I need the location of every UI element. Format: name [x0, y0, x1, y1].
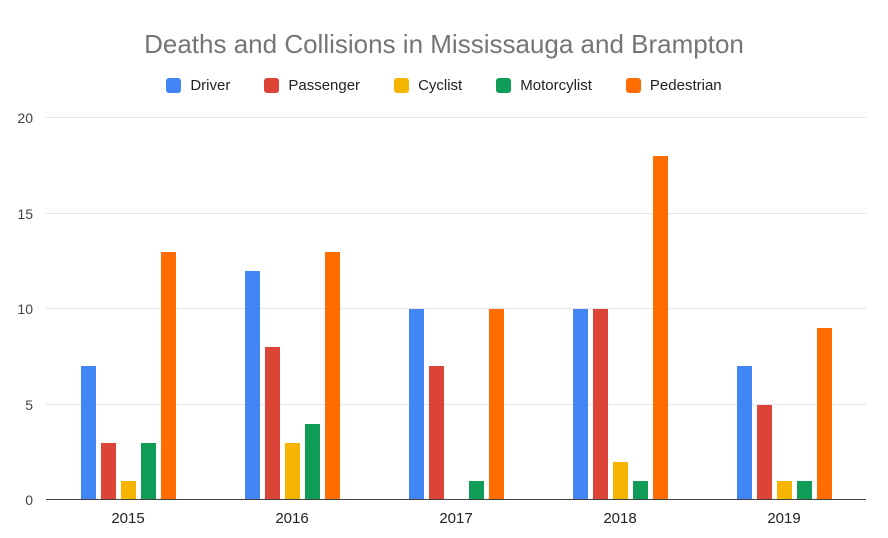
bar-passenger-2015[interactable] — [100, 442, 116, 500]
legend-swatch-icon — [394, 77, 410, 93]
plot-area — [46, 117, 866, 500]
x-axis-labels: 2015 2016 2017 2018 2019 — [46, 500, 866, 527]
x-tick-label-2016: 2016 — [275, 510, 309, 527]
legend-item-pedestrian[interactable]: Pedestrian — [625, 76, 722, 94]
legend-swatch-icon — [264, 77, 280, 93]
bar-pedestrian-2016[interactable] — [324, 251, 340, 500]
y-tick-label: 15 — [17, 205, 33, 222]
bar-group-2019 — [702, 118, 866, 500]
plot-wrapper: 0 5 10 15 20 2015 2016 2017 2018 2019 — [0, 110, 866, 527]
bar-pedestrian-2019[interactable] — [816, 328, 832, 500]
bar-driver-2016[interactable] — [244, 270, 260, 500]
legend-item-motorcylist[interactable]: Motorcylist — [496, 77, 592, 94]
bar-passenger-2017[interactable] — [428, 366, 444, 500]
y-tick-label: 10 — [17, 301, 33, 317]
bar-group-2017 — [374, 118, 538, 500]
bar-motorcylist-2016[interactable] — [304, 423, 320, 500]
bar-group-2018 — [538, 118, 702, 500]
gridline — [46, 212, 866, 214]
bar-passenger-2016[interactable] — [264, 347, 280, 500]
gridline — [46, 403, 866, 405]
gridline — [46, 117, 866, 118]
bar-driver-2018[interactable] — [572, 309, 588, 500]
chart-title: Deaths and Collisions in Mississauga and… — [144, 29, 744, 59]
x-tick-label-2017: 2017 — [439, 510, 473, 527]
bar-motorcylist-2019[interactable] — [796, 480, 812, 500]
gridline — [46, 308, 866, 309]
y-axis-labels: 0 5 10 15 20 — [0, 110, 46, 508]
bar-motorcylist-2017[interactable] — [468, 480, 484, 500]
bar-cyclist-2015[interactable] — [120, 480, 136, 500]
legend-item-cyclist[interactable]: Cyclist — [394, 77, 462, 94]
bar-driver-2019[interactable] — [736, 366, 752, 500]
bar-group-2016 — [210, 118, 374, 500]
bar-pedestrian-2015[interactable] — [160, 251, 176, 500]
bar-groups — [46, 118, 866, 500]
legend-item-driver[interactable]: Driver — [166, 77, 230, 94]
legend-label: Pedestrian — [649, 76, 722, 94]
bar-driver-2015[interactable] — [80, 366, 96, 500]
bar-cyclist-2018[interactable] — [612, 461, 628, 500]
bar-motorcylist-2018[interactable] — [632, 480, 648, 500]
x-tick-label-2019: 2019 — [767, 510, 801, 527]
y-tick-label: 5 — [25, 396, 33, 413]
x-tick-label-2018: 2018 — [603, 510, 637, 527]
legend-item-passenger[interactable]: Passenger — [264, 77, 360, 94]
plot-column: 2015 2016 2017 2018 2019 — [46, 117, 866, 527]
bar-pedestrian-2017[interactable] — [488, 309, 504, 500]
bar-passenger-2019[interactable] — [756, 404, 772, 500]
bar-motorcylist-2015[interactable] — [140, 442, 156, 500]
bar-group-2015 — [46, 118, 210, 500]
bar-pedestrian-2018[interactable] — [652, 156, 668, 500]
legend-swatch-icon — [166, 77, 182, 93]
bar-driver-2017[interactable] — [408, 309, 424, 500]
x-tick-label-2015: 2015 — [111, 510, 145, 527]
legend-swatch-icon — [496, 77, 512, 93]
legend-label: Motorcylist — [520, 76, 592, 94]
x-axis-line — [46, 499, 866, 500]
legend-label: Driver — [190, 76, 231, 94]
bar-cyclist-2019[interactable] — [776, 480, 792, 500]
legend-label: Cyclist — [418, 76, 463, 94]
legend: Driver Passenger Cyclist Motorcylist Pedestr… — [0, 75, 888, 95]
y-tick-label: 0 — [25, 492, 33, 508]
bar-passenger-2018[interactable] — [592, 309, 608, 500]
legend-swatch-icon — [625, 77, 641, 93]
y-tick-label: 20 — [17, 110, 33, 126]
legend-label: Passenger — [288, 76, 361, 94]
bar-cyclist-2016[interactable] — [284, 442, 300, 500]
